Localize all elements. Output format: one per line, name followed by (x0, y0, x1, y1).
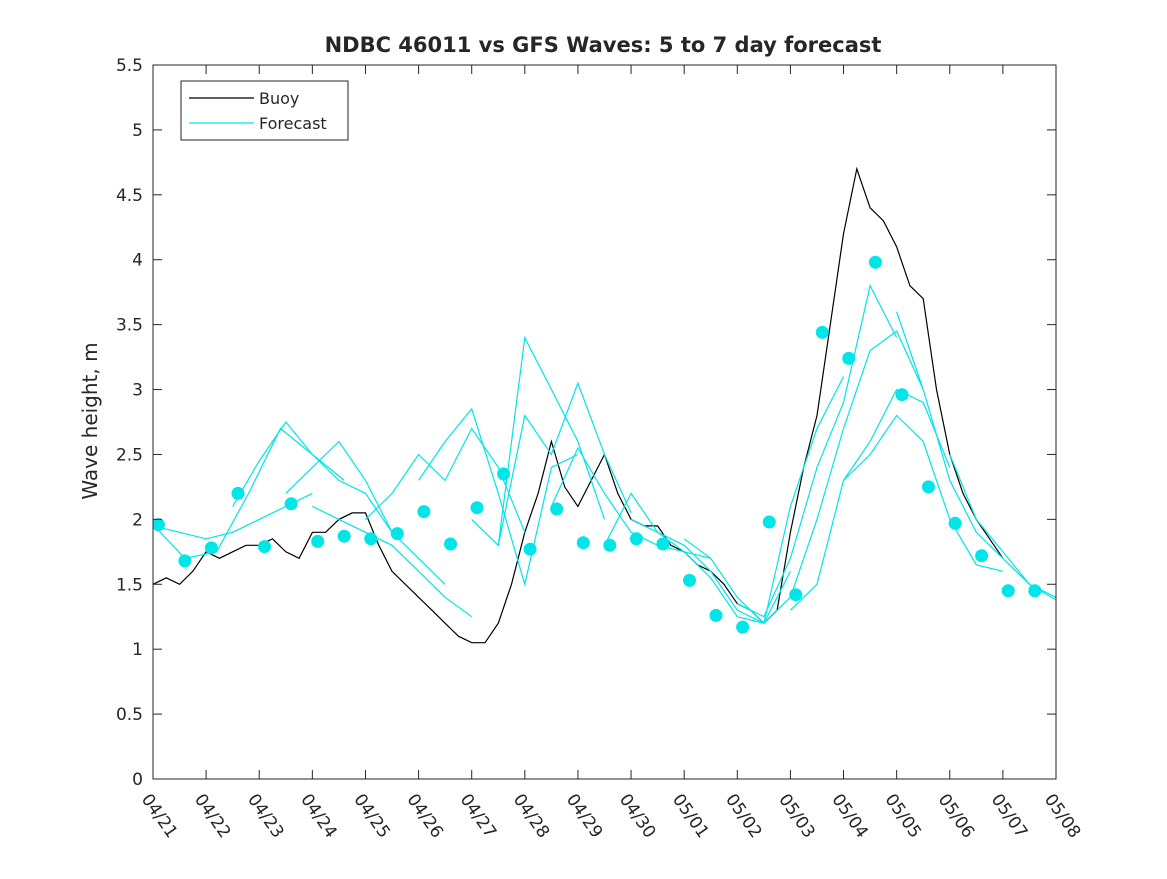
forecast-marker (550, 502, 564, 516)
forecast-marker (789, 588, 803, 602)
forecast-run-14 (737, 283, 898, 618)
forecast-marker (204, 541, 218, 555)
forecast-marker (364, 532, 378, 546)
forecast-marker (948, 516, 962, 530)
forecast-marker (390, 527, 404, 541)
forecast-run-6 (365, 427, 526, 533)
forecast-run-9 (497, 381, 632, 546)
forecast-marker (656, 537, 670, 551)
buoy-line (153, 166, 1004, 644)
y-tick-label: 2.5 (116, 445, 143, 465)
plot-area (153, 166, 1056, 644)
forecast-run-3 (232, 421, 393, 533)
forecast-marker (603, 538, 617, 552)
forecast-run-7 (418, 407, 579, 587)
forecast-run-4 (285, 440, 446, 585)
forecast-marker (736, 620, 750, 634)
forecast-marker (284, 497, 298, 511)
forecast-marker (311, 534, 325, 548)
forecast-marker (576, 536, 590, 550)
chart-title: NDBC 46011 vs GFS Waves: 5 to 7 day fore… (325, 33, 882, 57)
forecast-run-16 (789, 388, 951, 611)
forecast-marker (1001, 584, 1015, 598)
forecast-marker (231, 486, 245, 500)
y-tick-label: 2 (132, 510, 143, 530)
forecast-marker (842, 351, 856, 365)
legend: Buoy Forecast (180, 80, 349, 141)
y-tick-label: 5 (132, 121, 143, 141)
forecast-marker (523, 542, 537, 556)
forecast-run-17 (843, 414, 1004, 572)
forecast-marker (629, 532, 643, 546)
forecast-run-5 (312, 505, 473, 618)
forecast-marker (444, 537, 457, 551)
y-tick-label: 0 (132, 770, 143, 790)
plot-content (153, 166, 1056, 644)
forecast-marker (178, 554, 192, 568)
legend-box (180, 80, 349, 141)
axes-box (152, 64, 1057, 780)
y-tick-label: 3.5 (116, 316, 143, 336)
forecast-marker (868, 255, 882, 269)
legend-label-buoy: Buoy (259, 89, 299, 108)
y-tick-label: 0.5 (116, 705, 143, 725)
forecast-marker (815, 325, 829, 339)
y-tick-label: 4 (132, 251, 143, 271)
forecast-marker (417, 505, 431, 519)
forecast-run-11 (603, 492, 765, 624)
forecast-marker (470, 501, 484, 515)
y-tick-label: 1 (132, 640, 143, 660)
forecast-marker (1028, 584, 1042, 598)
forecast-marker (922, 480, 935, 494)
forecast-marker (258, 540, 271, 554)
y-tick-label: 5.5 (116, 56, 143, 76)
y-axis-label: Wave height, m (78, 342, 102, 499)
y-tick-label: 4.5 (116, 186, 143, 206)
y-tick-label: 1.5 (116, 575, 143, 595)
forecast-marker (975, 549, 989, 563)
forecast-marker (709, 608, 723, 622)
y-tick-label: 3 (132, 381, 143, 401)
forecast-marker (153, 518, 165, 532)
forecast-marker (762, 515, 776, 529)
forecast-marker (895, 388, 909, 402)
forecast-marker (683, 573, 696, 587)
forecast-marker (497, 467, 511, 481)
legend-label-forecast: Forecast (259, 114, 327, 133)
forecast-marker (337, 529, 351, 543)
